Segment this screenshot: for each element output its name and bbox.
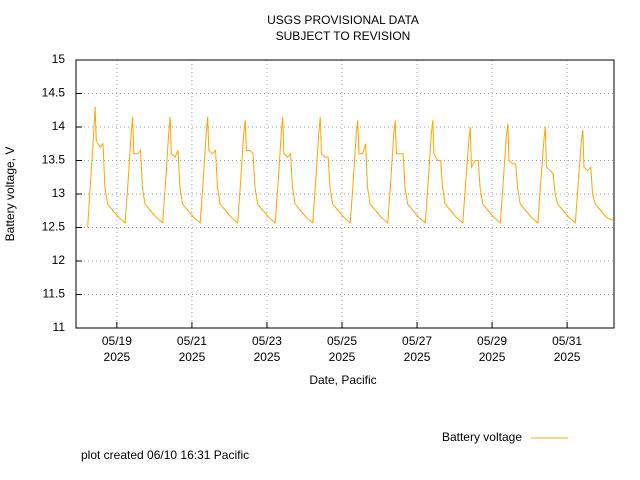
- x-tick-label: 05/25 2025: [327, 334, 357, 364]
- x-tick-label: 05/23 2025: [252, 334, 282, 364]
- x-tick-label: 05/19 2025: [102, 334, 132, 364]
- chart-title: USGS PROVISIONAL DATA: [267, 13, 419, 27]
- plot-frame: [75, 59, 615, 329]
- y-tick-label: 11: [53, 320, 66, 334]
- x-tick-label: 05/29 2025: [477, 334, 507, 364]
- y-tick-label: 14: [52, 119, 66, 133]
- x-tick-label: 05/31 2025: [552, 334, 582, 364]
- y-tick-label: 13: [52, 186, 66, 200]
- y-tick-label: 12: [52, 253, 66, 267]
- x-tick-label: 05/21 2025: [177, 334, 207, 364]
- y-tick-label: 14.5: [42, 86, 66, 100]
- chart-subtitle: SUBJECT TO REVISION: [276, 29, 411, 43]
- data-line: [87, 106, 615, 228]
- y-tick-label: 12.5: [42, 220, 66, 234]
- y-tick-label: 13.5: [42, 153, 66, 167]
- y-tick-label: 11.5: [43, 287, 66, 301]
- y-tick-label: 15: [52, 52, 66, 66]
- footer: plot created 06/10 16:31 Pacific: [81, 448, 249, 462]
- x-axis-label: Date, Pacific: [309, 373, 376, 387]
- y-axis-label: Battery voltage, V: [3, 147, 17, 242]
- legend-label: Battery voltage: [442, 430, 522, 444]
- x-tick-label: 05/27 2025: [402, 334, 432, 364]
